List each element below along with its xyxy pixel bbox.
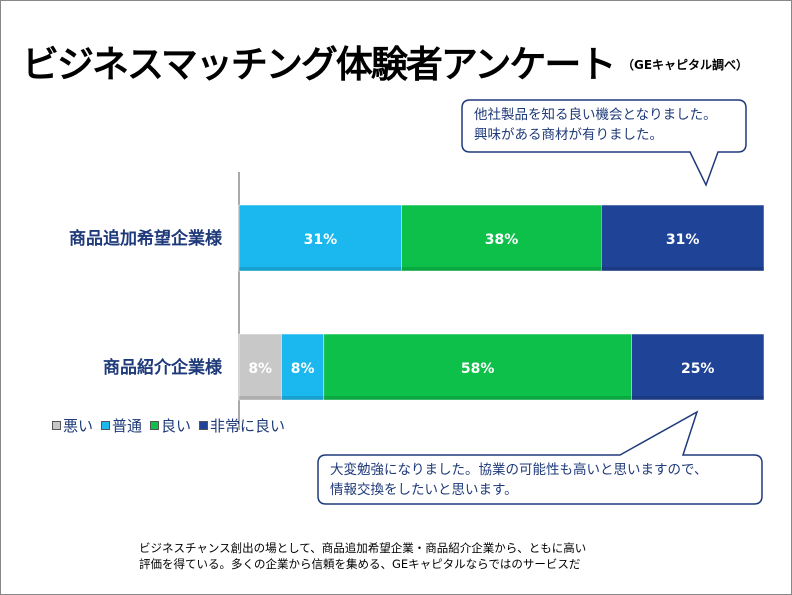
bar-segment [238, 333, 282, 401]
legend-label: 非常に良い [210, 417, 286, 435]
bar-segment [238, 204, 402, 272]
data-label: 8% [248, 361, 272, 377]
bar-shade [281, 396, 324, 400]
bar-segment [281, 333, 325, 401]
category-label: 商品追加希望企業様 [69, 228, 223, 249]
chart-legend: 悪い 普通 良い 非常に良い [52, 415, 285, 436]
data-label: 31% [666, 232, 700, 248]
bar-segment [601, 204, 765, 272]
bar-segment [401, 204, 602, 272]
summary-line: ビジネスチャンス創出の場として、商品追加希望企業・商品紹介企業から、ともに高い [139, 541, 587, 555]
data-label: 58% [461, 361, 495, 377]
page-title: ビジネスマッチング体験者アンケート [22, 43, 616, 86]
data-label: 8% [291, 361, 315, 377]
data-label: 31% [304, 232, 338, 248]
legend-item: 悪い [52, 415, 93, 436]
callout-bottom-line: 大変勉強になりました。協業の可能性も高いと思いますので、 [330, 462, 708, 478]
legend-label: 悪い [63, 417, 94, 435]
bar-segment [631, 333, 765, 401]
bar-shade [239, 396, 282, 400]
callout-bottom-bubble [317, 410, 763, 505]
category-label: 商品紹介企業様 [103, 357, 223, 378]
summary-text: ビジネスチャンス創出の場として、商品追加希望企業・商品紹介企業から、ともに高い … [139, 540, 586, 572]
bar-shade [631, 396, 764, 400]
callout-top-text: 他社製品を知る良い機会となりました。 興味がある商材が有りました。 [474, 105, 717, 145]
bar-shade [239, 267, 402, 271]
callout-top-bubble [461, 99, 747, 187]
bar-segment [323, 333, 632, 401]
bar-shade [601, 267, 764, 271]
legend-swatch [52, 421, 61, 430]
callout-bottom-text: 大変勉強になりました。協業の可能性も高いと思いますので、 情報交換をしたいと思い… [330, 460, 707, 500]
legend-swatch [150, 421, 160, 430]
legend-swatch [101, 421, 111, 430]
callout-top-line: 他社製品を知る良い機会となりました。 [474, 107, 717, 123]
data-label: 25% [681, 361, 715, 377]
bar-shade [401, 267, 602, 271]
legend-item: 普通 [101, 415, 142, 436]
callout-bottom-line: 情報交換をしたいと思います。 [330, 482, 518, 498]
callout-top-line: 興味がある商材が有りました。 [474, 127, 663, 143]
legend-label: 普通 [112, 417, 143, 435]
data-label: 38% [485, 232, 519, 248]
legend-swatch [199, 421, 209, 430]
source-note: （GEキャピタル調べ） [622, 58, 749, 72]
legend-item: 良い [150, 415, 191, 436]
summary-line: 評価を得ている。多くの企業から信頼を集める、GEキャピタルならではのサービスだ [139, 557, 581, 571]
legend-label: 良い [161, 417, 192, 435]
bar-shade [323, 396, 632, 400]
legend-item: 非常に良い [199, 415, 285, 436]
